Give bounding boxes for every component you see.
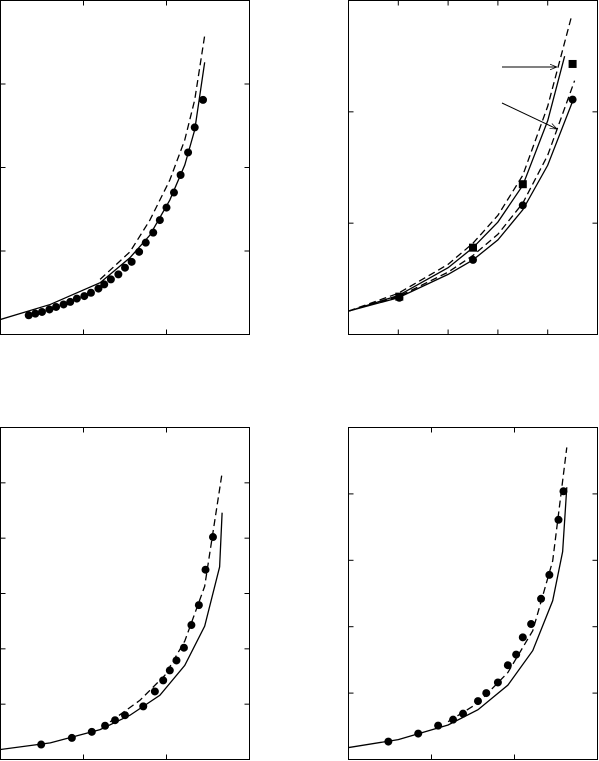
circle-marker [194, 601, 203, 610]
circle-marker [190, 123, 199, 132]
square-marker [568, 59, 577, 68]
circle-marker [482, 689, 491, 698]
plot-area [348, 447, 568, 749]
dashed-curve [109, 472, 223, 723]
circle-marker [201, 565, 210, 574]
circle-marker [187, 621, 196, 630]
circle-marker [121, 711, 129, 720]
dashed-curve [348, 15, 573, 312]
panel [0, 0, 250, 335]
circle-marker [31, 309, 40, 318]
circle-marker [121, 263, 129, 272]
plot-frame [348, 427, 598, 760]
circle-marker [184, 148, 193, 157]
circle-marker [568, 95, 577, 104]
panel [348, 427, 598, 760]
circle-marker [155, 216, 164, 225]
circle-marker [66, 297, 75, 306]
plot-area [0, 472, 223, 751]
circle-marker [149, 228, 158, 237]
circle-marker [473, 697, 482, 706]
arrow [501, 102, 557, 130]
circle-marker [150, 687, 159, 696]
circle-marker [559, 487, 568, 496]
circle-marker [199, 95, 208, 104]
circle-marker [141, 238, 150, 247]
circle-marker [162, 203, 171, 212]
circle-marker [101, 721, 110, 730]
circle-marker [86, 288, 95, 297]
dashed-curve [99, 35, 206, 280]
circle-marker [159, 676, 168, 685]
circle-marker [493, 678, 502, 687]
plot-frame [0, 427, 250, 760]
circle-marker [434, 721, 443, 730]
plot-frame [0, 0, 250, 335]
dashed-curve [447, 447, 568, 723]
circle-marker [518, 201, 527, 210]
plot-area [0, 35, 206, 321]
circle-marker [518, 633, 527, 642]
plot-area [348, 15, 576, 312]
dashed-curve [348, 80, 576, 312]
circle-marker [38, 307, 46, 316]
plot-frame [348, 0, 598, 335]
circle-marker [449, 715, 458, 724]
solid-curve [348, 487, 568, 749]
circle-marker [135, 247, 144, 256]
circle-marker [72, 294, 81, 303]
circle-marker [527, 620, 536, 629]
circle-marker [459, 709, 468, 718]
circle-marker [24, 311, 33, 320]
circle-marker [80, 292, 89, 301]
circle-marker [94, 284, 103, 293]
circle-marker [469, 255, 477, 264]
circle-marker [537, 594, 546, 603]
circle-marker [179, 643, 188, 652]
square-marker [469, 243, 477, 252]
circle-marker [45, 305, 54, 314]
solid-curve [0, 62, 206, 321]
circle-marker [139, 702, 148, 711]
solid-curve [348, 96, 576, 312]
circle-marker [395, 293, 404, 302]
circle-marker [545, 570, 554, 579]
circle-marker [106, 275, 115, 284]
circle-marker [208, 533, 217, 542]
circle-marker [87, 727, 96, 736]
circle-marker [176, 171, 185, 180]
circle-marker [414, 729, 423, 738]
circle-marker [100, 280, 109, 289]
solid-curve [0, 512, 223, 751]
panel [0, 427, 250, 760]
circle-marker [165, 666, 174, 675]
square-marker [518, 180, 527, 189]
circle-marker [111, 716, 120, 725]
circle-marker [172, 656, 181, 665]
circle-marker [512, 650, 521, 659]
circle-marker [503, 661, 512, 670]
solid-curve [348, 56, 566, 312]
circle-marker [127, 257, 136, 266]
circle-marker [554, 515, 563, 524]
circle-marker [384, 737, 393, 746]
circle-marker [67, 733, 76, 742]
circle-marker [59, 300, 68, 309]
circle-marker [52, 302, 61, 311]
panel [348, 0, 598, 335]
circle-marker [114, 270, 123, 279]
circle-marker [169, 188, 178, 197]
circle-marker [37, 740, 46, 749]
